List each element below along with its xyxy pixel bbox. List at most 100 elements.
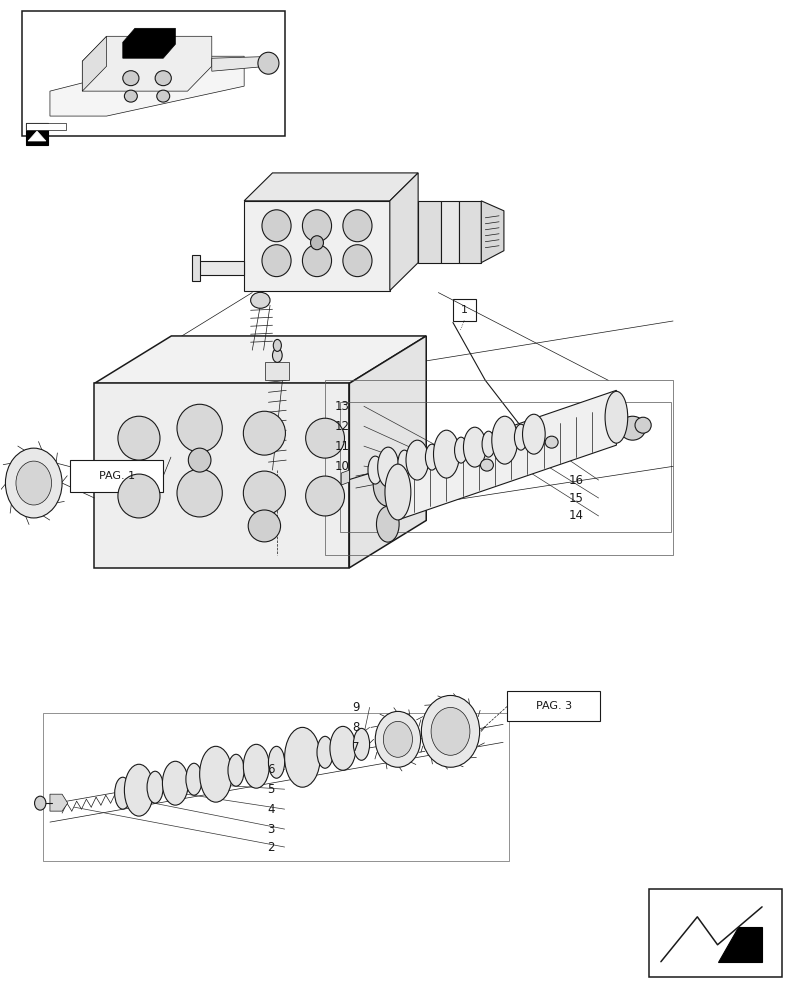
Ellipse shape xyxy=(373,462,402,506)
Bar xyxy=(324,380,672,555)
Polygon shape xyxy=(94,336,426,383)
Ellipse shape xyxy=(353,728,369,760)
Circle shape xyxy=(6,448,62,518)
Polygon shape xyxy=(397,390,616,520)
Text: 7: 7 xyxy=(352,741,359,754)
Polygon shape xyxy=(50,794,67,811)
Polygon shape xyxy=(82,36,106,91)
Ellipse shape xyxy=(114,777,131,809)
Ellipse shape xyxy=(367,456,382,484)
Ellipse shape xyxy=(310,236,323,250)
Ellipse shape xyxy=(463,427,486,467)
Ellipse shape xyxy=(376,506,399,542)
Text: 8: 8 xyxy=(352,721,359,734)
Ellipse shape xyxy=(188,448,211,472)
Ellipse shape xyxy=(305,418,344,458)
Ellipse shape xyxy=(124,90,137,102)
Text: 11: 11 xyxy=(334,440,349,453)
Polygon shape xyxy=(50,56,244,116)
Text: 2: 2 xyxy=(267,841,275,854)
Ellipse shape xyxy=(251,292,270,308)
Ellipse shape xyxy=(342,210,371,242)
Ellipse shape xyxy=(425,444,438,470)
Text: 12: 12 xyxy=(334,420,349,433)
Ellipse shape xyxy=(285,727,320,787)
Ellipse shape xyxy=(316,736,333,768)
Polygon shape xyxy=(82,36,212,91)
Polygon shape xyxy=(122,28,175,58)
Ellipse shape xyxy=(433,430,459,478)
Polygon shape xyxy=(418,201,440,263)
Ellipse shape xyxy=(377,447,398,487)
Polygon shape xyxy=(244,173,418,201)
Bar xyxy=(22,11,285,136)
Ellipse shape xyxy=(243,471,285,515)
Ellipse shape xyxy=(177,404,222,452)
Ellipse shape xyxy=(155,71,171,86)
Bar xyxy=(453,299,475,320)
Ellipse shape xyxy=(397,450,410,476)
Polygon shape xyxy=(458,201,481,263)
Circle shape xyxy=(16,461,51,505)
Ellipse shape xyxy=(118,416,160,460)
Ellipse shape xyxy=(604,391,627,443)
Bar xyxy=(648,889,781,977)
Ellipse shape xyxy=(544,436,557,448)
Ellipse shape xyxy=(482,431,495,457)
Text: 5: 5 xyxy=(267,783,275,796)
Polygon shape xyxy=(26,123,66,130)
Ellipse shape xyxy=(228,754,244,786)
Ellipse shape xyxy=(273,339,281,351)
Ellipse shape xyxy=(35,796,46,810)
Polygon shape xyxy=(341,470,349,485)
Ellipse shape xyxy=(342,245,371,277)
Ellipse shape xyxy=(384,464,410,520)
Bar xyxy=(339,402,671,532)
Text: PAG. 3: PAG. 3 xyxy=(535,701,571,711)
Polygon shape xyxy=(244,201,389,291)
Ellipse shape xyxy=(118,474,160,518)
Ellipse shape xyxy=(302,245,331,277)
Ellipse shape xyxy=(262,245,290,277)
Ellipse shape xyxy=(329,726,355,770)
Text: 10: 10 xyxy=(334,460,349,473)
Polygon shape xyxy=(440,201,458,263)
Polygon shape xyxy=(26,123,49,145)
Ellipse shape xyxy=(305,476,344,516)
Ellipse shape xyxy=(243,411,285,455)
Bar xyxy=(70,460,163,492)
Text: 16: 16 xyxy=(569,474,583,487)
Circle shape xyxy=(375,711,420,767)
Ellipse shape xyxy=(522,414,544,454)
Text: 1: 1 xyxy=(460,305,467,315)
Text: 14: 14 xyxy=(569,509,583,522)
Polygon shape xyxy=(481,201,504,263)
Circle shape xyxy=(383,721,412,757)
Ellipse shape xyxy=(262,210,290,242)
Ellipse shape xyxy=(177,469,222,517)
Ellipse shape xyxy=(302,210,331,242)
Ellipse shape xyxy=(634,417,650,433)
Ellipse shape xyxy=(243,744,269,788)
Ellipse shape xyxy=(454,437,467,463)
Bar xyxy=(44,713,508,861)
Text: 9: 9 xyxy=(352,701,359,714)
Ellipse shape xyxy=(268,746,285,778)
Text: 4: 4 xyxy=(267,803,275,816)
Text: 13: 13 xyxy=(334,400,349,413)
Ellipse shape xyxy=(272,348,282,362)
Ellipse shape xyxy=(406,440,428,480)
Ellipse shape xyxy=(162,761,188,805)
Polygon shape xyxy=(389,173,418,291)
Ellipse shape xyxy=(157,90,169,102)
Polygon shape xyxy=(609,420,627,438)
Circle shape xyxy=(431,707,470,755)
Bar xyxy=(507,691,599,721)
Text: PAG. 1: PAG. 1 xyxy=(98,471,135,481)
Text: 15: 15 xyxy=(569,492,583,505)
Bar xyxy=(191,255,200,281)
Polygon shape xyxy=(28,131,46,141)
Ellipse shape xyxy=(147,771,163,803)
Polygon shape xyxy=(349,336,426,568)
Polygon shape xyxy=(212,56,277,71)
